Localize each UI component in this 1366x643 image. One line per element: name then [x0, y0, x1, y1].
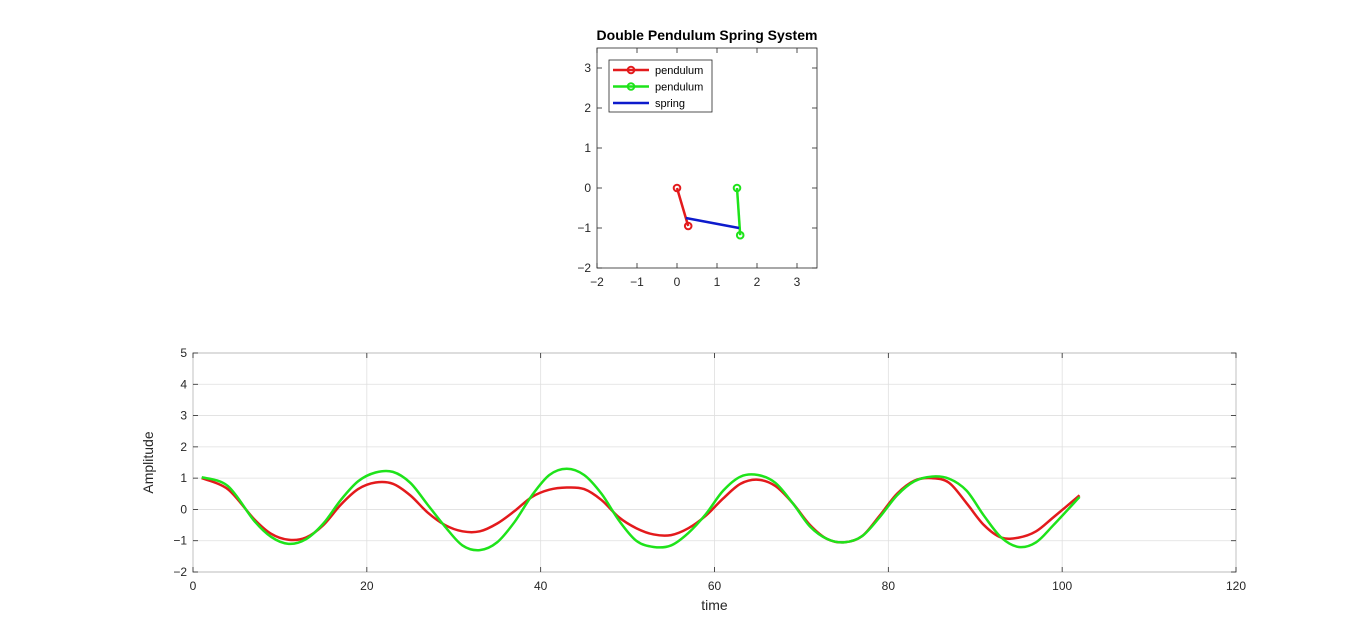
y-tick-label: 2 [180, 440, 187, 454]
amplitude-axes: 0 20 40 60 80 100 120 −2 −1 0 1 2 3 4 5 time Amplitude [140, 346, 1246, 613]
y-tick-label: −1 [173, 534, 187, 548]
y-axis-label: Amplitude [140, 431, 156, 493]
y-tick-label: 0 [584, 181, 591, 195]
x-tick-label: 40 [534, 579, 548, 593]
x-tick-label: 20 [360, 579, 374, 593]
legend-label: spring [655, 98, 685, 110]
y-tick-label: 5 [180, 346, 187, 360]
x-tick-label: 0 [674, 275, 681, 289]
amplitude-axes-lines [201, 467, 1081, 552]
pendulum-marker [683, 221, 693, 231]
x-tick-label: 2 [754, 275, 761, 289]
amplitude-axes-ticks: 0 20 40 60 80 100 120 −2 −1 0 1 2 3 4 5 [173, 346, 1246, 593]
pendulum-marker [672, 183, 682, 193]
y-tick-label: 3 [180, 409, 187, 423]
x-tick-label: −2 [590, 275, 604, 289]
x-axis-label: time [701, 597, 728, 613]
y-tick-label: 4 [180, 377, 187, 391]
y-tick-label: −1 [577, 221, 591, 235]
legend: pendulum pendulum spring [608, 59, 713, 113]
y-tick-label: 0 [180, 502, 187, 516]
spring-line-2 [685, 216, 740, 230]
chart-title: Double Pendulum Spring System [597, 27, 818, 43]
y-tick-label: 1 [584, 141, 591, 155]
pendulum-marker [735, 230, 745, 240]
x-tick-label: 120 [1226, 579, 1246, 593]
pendulum-axes-lines [672, 183, 745, 240]
x-tick-label: 100 [1052, 579, 1072, 593]
pendulum-marker [732, 183, 742, 193]
x-tick-label: 80 [882, 579, 896, 593]
legend-marker [626, 82, 636, 91]
x-tick-label: 3 [794, 275, 801, 289]
amplitude-line-1 [201, 467, 1081, 552]
pendulum-line-0 [675, 187, 690, 227]
y-tick-label: 2 [584, 101, 591, 115]
y-tick-label: −2 [577, 261, 591, 275]
y-tick-label: 1 [180, 471, 187, 485]
pendulum-axes: Double Pendulum Spring System −2 −1 0 1 2 3−2… [577, 27, 817, 289]
y-tick-label: 3 [584, 61, 591, 75]
x-tick-label: 1 [714, 275, 721, 289]
legend-label: pendulum [655, 82, 703, 94]
legend-marker [626, 65, 636, 75]
x-tick-label: 60 [708, 579, 722, 593]
amplitude-line-0 [201, 476, 1081, 544]
legend-label: pendulum [655, 65, 703, 77]
pendulum-line-1 [735, 187, 742, 236]
y-tick-label: −2 [173, 565, 187, 579]
pendulum-axes-ticks: −2 −1 0 1 2 3 −2 −1 0 1 2 3 [577, 48, 817, 289]
x-tick-label: 0 [190, 579, 197, 593]
x-tick-label: −1 [630, 275, 644, 289]
